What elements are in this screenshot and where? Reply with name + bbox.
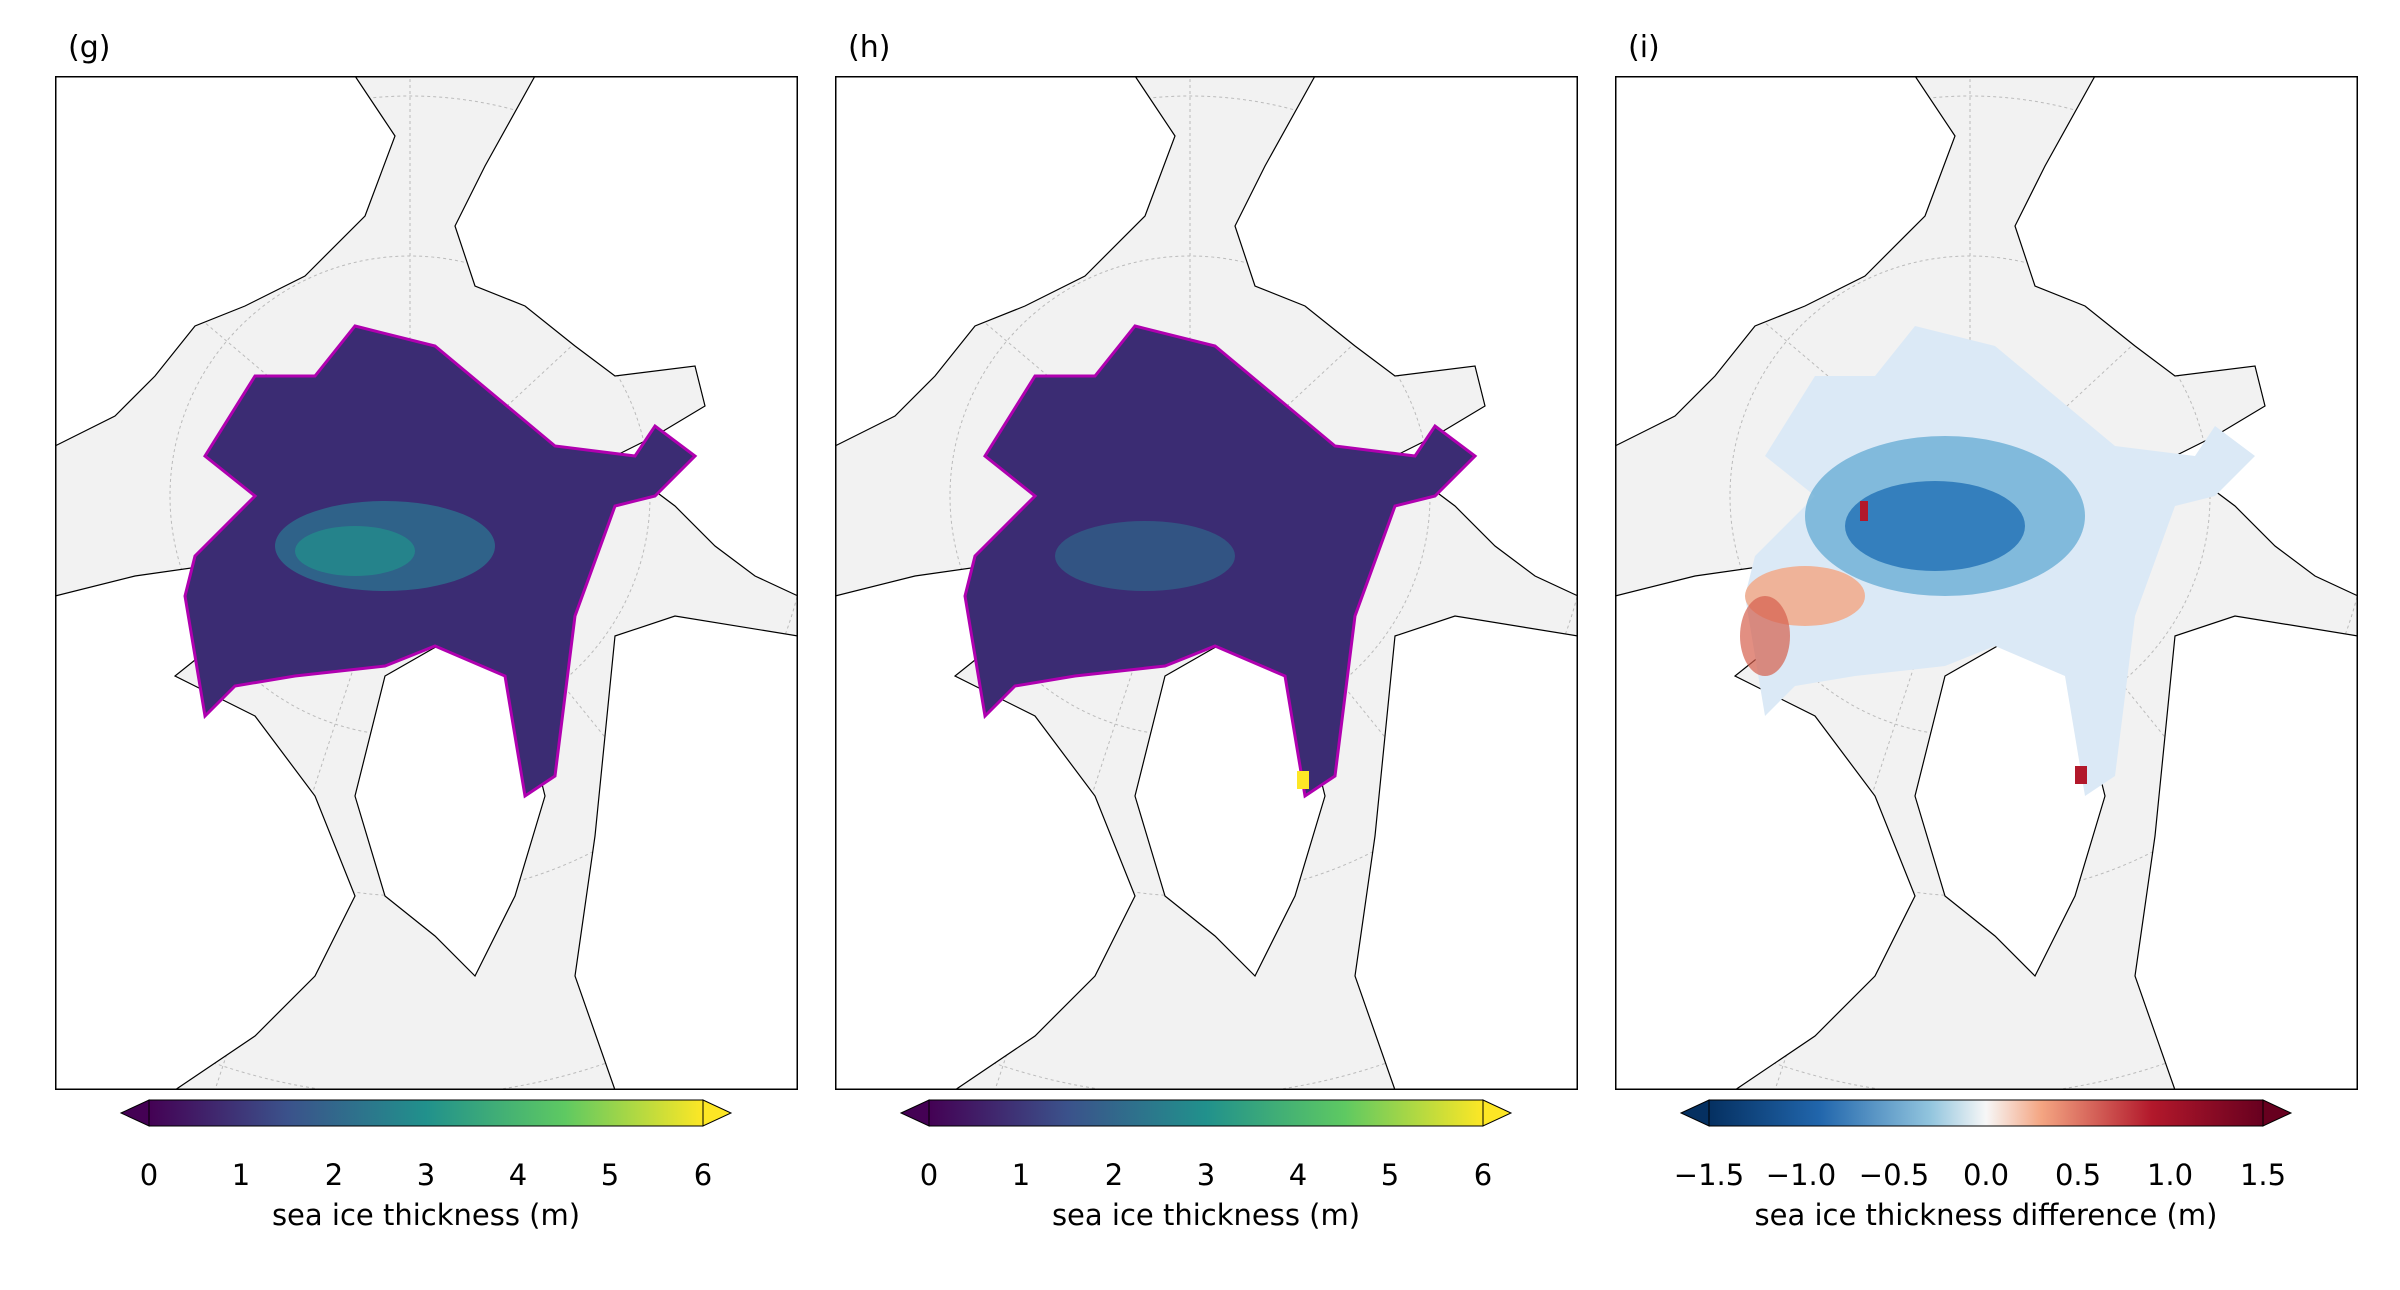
cbar-tick: 0 [919,1158,939,1192]
thick-ice-region [1055,521,1235,591]
land [1615,76,2358,1090]
map-frame [1615,76,2358,1090]
cbar-tick: 1.0 [2146,1158,2194,1192]
panel-i-label: (i) [1628,30,1660,65]
cbar-tick: −1.5 [1673,1158,1745,1192]
colorbar-label: sea ice thickness (m) [1051,1198,1361,1232]
cbar-tick: 6 [1473,1158,1493,1192]
cbar-tick: 0.0 [1962,1158,2010,1192]
land [55,76,798,1090]
cbar-tick: 1 [1011,1158,1031,1192]
cbar-tick: 0.5 [2054,1158,2102,1192]
cbar-tick: 5 [1380,1158,1400,1192]
colorbar-label: sea ice thickness difference (m) [1754,1198,2218,1232]
map-frame [55,76,798,1090]
cbar-tick: 4 [508,1158,528,1192]
land [835,76,1578,1090]
cbar-tick: 2 [324,1158,344,1192]
panel-g-label: (g) [68,30,111,65]
panel-h-colorbar [899,1098,1513,1128]
cbar-tick: 6 [693,1158,713,1192]
thickness-difference-field [1740,326,2255,796]
cbar-tick: −1.0 [1765,1158,1837,1192]
panel-h-map [835,76,1578,1090]
cbar-tick: 4 [1288,1158,1308,1192]
panel-g-colorbar [119,1098,733,1128]
panel-i-colorbar [1679,1098,2293,1128]
thick-ice-spot [1297,771,1309,789]
panel-i-map [1615,76,2358,1090]
colorbar-label: sea ice thickness (m) [271,1198,581,1232]
thick-ice-core [295,526,415,576]
cbar-tick: 2 [1104,1158,1124,1192]
cbar-tick: 3 [416,1158,436,1192]
cbar-tick: 1.5 [2239,1158,2287,1192]
cbar-tick: 1 [231,1158,251,1192]
map-frame [835,76,1578,1090]
panel-g-map [55,76,798,1090]
cbar-tick: 5 [600,1158,620,1192]
panel-h-label: (h) [848,30,891,65]
cbar-tick: 3 [1196,1158,1216,1192]
cbar-tick: −0.5 [1858,1158,1930,1192]
cbar-tick: 0 [139,1158,159,1192]
